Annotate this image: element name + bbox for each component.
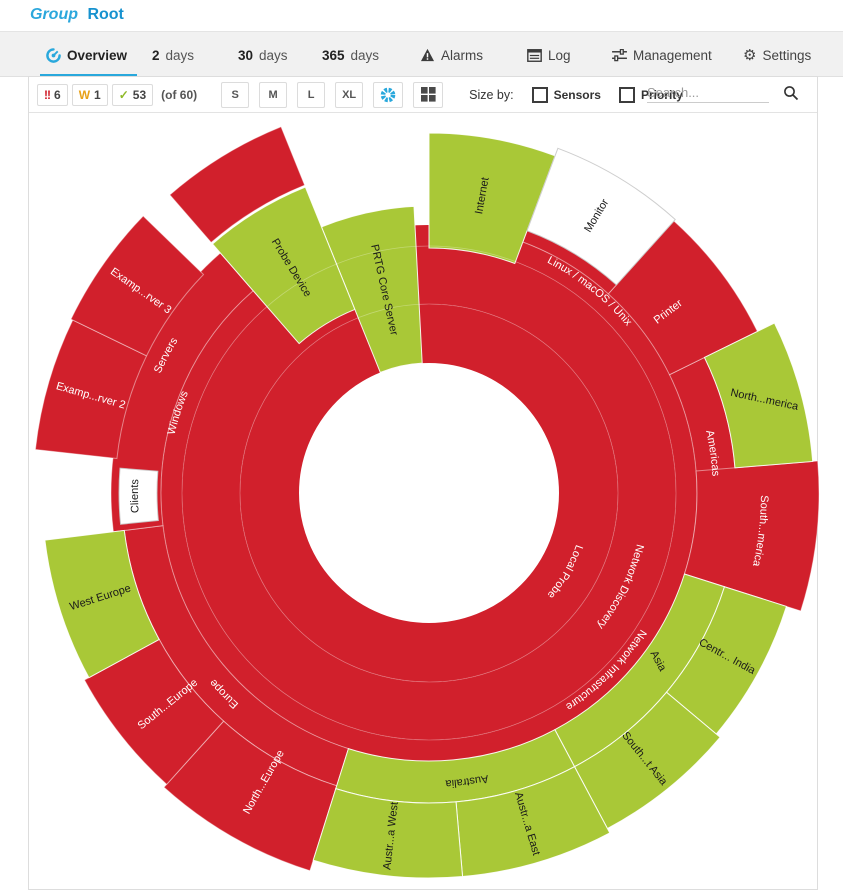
ok-count-badge[interactable]: ✓ 53: [111, 83, 154, 106]
sensor-total-label: (of 60): [161, 87, 198, 102]
ring-separator: [239, 303, 619, 683]
wedge-probe-device[interactable]: [211, 186, 356, 345]
alarm-icon: !!: [44, 87, 51, 102]
wedge-clients[interactable]: [118, 467, 159, 525]
size-by-label: Size by:: [469, 87, 514, 102]
active-tab-underline: [40, 74, 138, 77]
priority-checkbox-box[interactable]: [618, 86, 635, 103]
sunburst-icon: [380, 87, 396, 102]
breadcrumb: Group Root: [30, 6, 124, 24]
treemap-view-button[interactable]: [413, 81, 444, 108]
warning-icon: W: [78, 87, 91, 102]
sensors-checkbox-box[interactable]: [531, 86, 548, 103]
alarm-count-badge[interactable]: !! 6: [37, 83, 68, 106]
size-button-s[interactable]: S: [221, 81, 250, 108]
wedge-north-america[interactable]: [703, 322, 814, 469]
tab-alarms[interactable]: Alarms: [420, 42, 483, 68]
wedge-device-unlabeled[interactable]: [169, 126, 306, 244]
warning-count-badge[interactable]: W 1: [71, 83, 108, 106]
wedge-australia-west[interactable]: [312, 788, 464, 879]
tab-bar: Overview 2 days 30 days 365 days Alarms: [0, 32, 843, 77]
grid-icon: [420, 87, 436, 102]
size-button-m[interactable]: M: [259, 81, 288, 108]
size-button-xl[interactable]: XL: [335, 81, 364, 108]
ring-separator: [181, 245, 677, 741]
chart-toolbar: !! 6 W 1 ✓ 53 (of 60) S M L XL: [29, 77, 817, 113]
check-icon: ✓: [118, 87, 129, 102]
tab-log[interactable]: Log: [527, 42, 571, 68]
tab-365-days[interactable]: 365 days: [322, 47, 380, 63]
wedge-prtg-core-server[interactable]: [320, 205, 423, 374]
tab-management[interactable]: Management: [612, 42, 712, 68]
page-title: Root: [87, 6, 124, 23]
wedge-ring-network-discovery[interactable]: [182, 246, 676, 740]
search-icon[interactable]: [783, 85, 799, 101]
sunburst-view-button[interactable]: [373, 81, 404, 108]
wedge-south-europe[interactable]: [83, 638, 225, 786]
tab-overview-label: Overview: [67, 47, 128, 63]
wedge-monitor[interactable]: [526, 147, 676, 286]
group-type-label: Group: [30, 6, 78, 23]
wedge-ring-local-probe[interactable]: [240, 304, 618, 682]
wedge-example-server-3[interactable]: [70, 215, 205, 357]
tab-2-days[interactable]: 2 days: [152, 47, 195, 63]
size-button-l[interactable]: L: [297, 81, 326, 108]
wedge-west-europe[interactable]: [44, 529, 160, 679]
tab-settings[interactable]: ⚙ Settings: [743, 46, 812, 64]
tab-overview[interactable]: Overview: [40, 42, 138, 77]
log-icon: [527, 48, 542, 62]
sliders-icon: [612, 48, 627, 62]
wedge-example-server-2[interactable]: [34, 319, 148, 460]
wedge-south-america[interactable]: [683, 460, 820, 612]
sensors-checkbox[interactable]: Sensors: [531, 86, 601, 103]
tab-30-days[interactable]: 30 days: [238, 47, 288, 63]
gauge-icon: [46, 47, 61, 63]
wedge-north-europe[interactable]: [163, 720, 338, 872]
gear-icon: ⚙: [743, 46, 757, 64]
page-header: Group Root: [0, 0, 843, 32]
warning-triangle-icon: [420, 48, 435, 62]
search-input[interactable]: [647, 83, 769, 103]
